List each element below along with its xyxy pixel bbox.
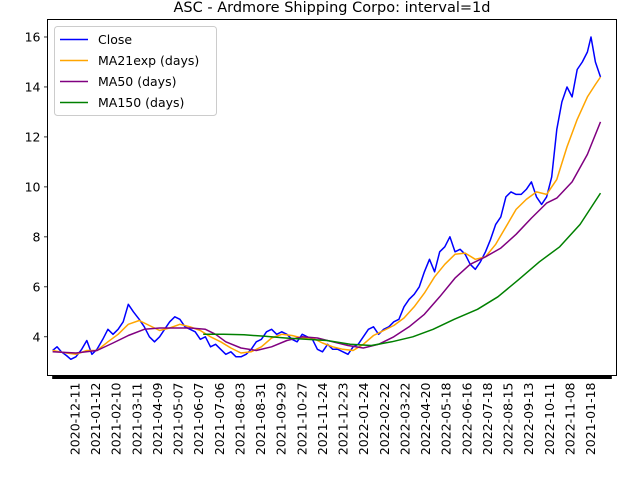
x-minor-ticks xyxy=(53,376,612,380)
x-tick-label: 2021-03-11 xyxy=(129,383,144,456)
x-tick-label: 2021-01-18 xyxy=(583,382,598,455)
legend-label: Close xyxy=(98,32,132,47)
series-line-3 xyxy=(203,193,600,345)
y-axis: 4 6 8 10 12 14 16 xyxy=(25,29,48,344)
x-tick-label: 2022-01-24 xyxy=(356,382,371,455)
y-tick-label: 8 xyxy=(33,229,41,244)
x-tick-label: 2022-02-22 xyxy=(377,383,392,456)
x-tick-label: 2022-06-16 xyxy=(459,382,474,455)
x-tick-label: 2022-09-13 xyxy=(521,383,536,456)
legend: Close MA21exp (days) MA50 (days) MA150 (day… xyxy=(55,27,217,116)
legend-label: MA21exp (days) xyxy=(98,53,199,68)
y-tick-label: 14 xyxy=(25,79,41,94)
x-tick-label: 2022-07-18 xyxy=(480,382,495,455)
x-tick-label: 2021-10-27 xyxy=(294,383,309,456)
x-tick-label: 2021-08-03 xyxy=(233,383,248,456)
x-tick-label: 2021-01-12 xyxy=(88,383,103,456)
x-tick-label: 2021-12-23 xyxy=(336,383,351,456)
x-tick-label: 2021-11-24 xyxy=(315,382,330,455)
x-tick-label: 2021-05-07 xyxy=(171,383,186,456)
x-tick-label: 2020-12-11 xyxy=(68,383,83,456)
x-tick-label: 2021-02-10 xyxy=(109,382,124,455)
x-tick-label: 2021-07-06 xyxy=(212,382,227,455)
x-tick-label: 2022-03-22 xyxy=(397,383,412,456)
chart-title: ASC - Ardmore Shipping Corpo: interval=1… xyxy=(174,0,491,16)
x-tick-label: 2022-08-15 xyxy=(501,383,516,456)
y-tick-label: 4 xyxy=(33,329,41,344)
x-tick-label: 2022-10-11 xyxy=(542,383,557,456)
y-tick-label: 6 xyxy=(33,279,41,294)
legend-label: MA50 (days) xyxy=(98,74,176,89)
x-tick-label: 2022-11-08 xyxy=(562,382,577,455)
x-tick-label: 2021-06-07 xyxy=(191,383,206,456)
x-tick-label: 2021-09-29 xyxy=(274,382,289,455)
series-line-2 xyxy=(53,122,601,353)
x-tick-label: 2022-05-18 xyxy=(439,382,454,455)
legend-label: MA150 (days) xyxy=(98,95,184,110)
x-tick-label: 2021-08-31 xyxy=(253,383,268,456)
x-tick-label: 2021-04-09 xyxy=(150,382,165,455)
y-tick-label: 12 xyxy=(25,129,41,144)
y-tick-label: 10 xyxy=(25,179,41,194)
x-tick-label: 2022-04-20 xyxy=(418,382,433,455)
y-tick-label: 16 xyxy=(25,29,41,44)
x-axis: 2020-12-11 2021-01-12 2021-02-10 2021-03-11… xyxy=(53,376,612,456)
